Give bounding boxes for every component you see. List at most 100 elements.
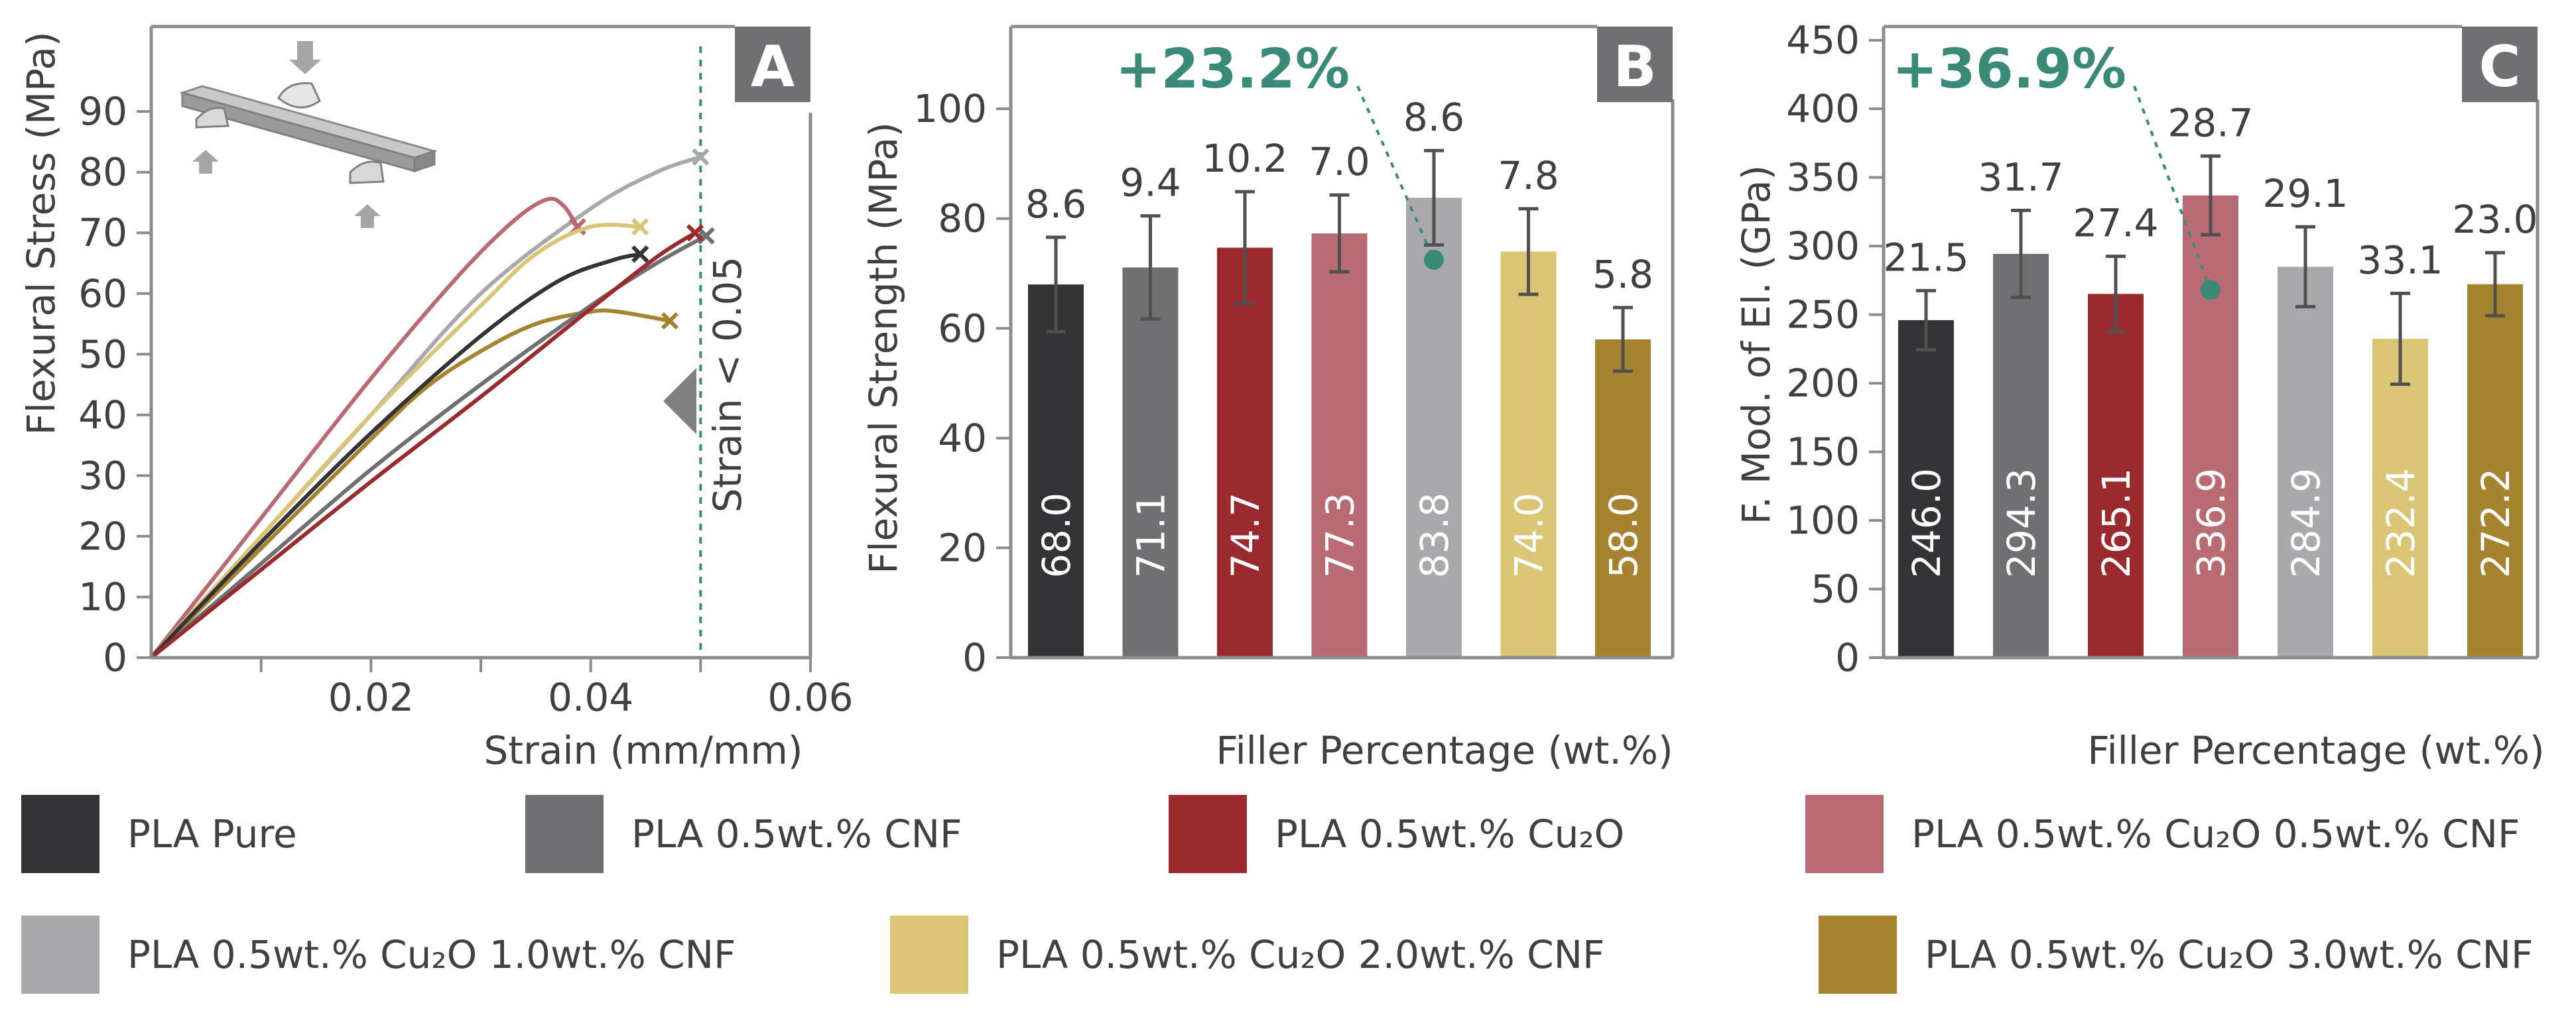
fracture-marker-pla-0-5wt-cu2o-3-0wt-cnf bbox=[661, 312, 679, 330]
curve-pla-0-5wt-cnf bbox=[150, 234, 708, 660]
panel-a-y-tick-label: 40 bbox=[78, 392, 127, 438]
fracture-marker-pla-0-5wt-cu2o-1-0wt-cnf bbox=[692, 148, 710, 166]
panel-c-plot: 21.5 246.0 31.7 294.3 27.4 265.1 28.7 336.9 29.1… bbox=[1883, 38, 2538, 658]
bar-value-label-pla-pure: 68.0 bbox=[1034, 493, 1079, 578]
panel-a-y-tick-label: 0 bbox=[103, 635, 127, 680]
legend-swatch bbox=[525, 795, 604, 873]
error-label-pla-0-5wt-cu2o-3-0wt-cnf: 23.0 bbox=[2452, 197, 2538, 242]
panel-c-y-tick-label: 50 bbox=[1811, 567, 1860, 612]
panel-a-y-tick-label: 20 bbox=[78, 514, 127, 559]
bar-pla-pure bbox=[1898, 320, 1954, 658]
legend: PLA Pure PLA 0.5wt.% CNF PLA 0.5wt.% Cu₂… bbox=[0, 776, 2576, 1013]
bar-pla-0-5wt-cu2o bbox=[2088, 294, 2144, 658]
panel-b-y-tick-label: 80 bbox=[938, 196, 987, 241]
legend-item-pla-cnf: PLA 0.5wt.% CNF bbox=[525, 794, 962, 874]
error-label-pla-0-5wt-cnf: 9.4 bbox=[1120, 160, 1181, 206]
error-label-pla-0-5wt-cu2o-3-0wt-cnf: 5.8 bbox=[1592, 252, 1653, 297]
bar-pla-0-5wt-cu2o-0-5wt-cnf bbox=[1311, 233, 1368, 658]
fracture-marker-pla-0-5wt-cu2o-2-0wt-cnf bbox=[631, 217, 649, 236]
panel-b-x-axis-title: Filler Percentage (wt.%) bbox=[1216, 728, 1673, 773]
panel-b-ticks: 0 20 40 60 80 100 bbox=[913, 86, 1011, 680]
annotation-leader-line bbox=[2133, 86, 2212, 291]
panel-b-bar-chart: 0 20 40 60 80 100 8.6 68.0 9.4 71.1 10.2 74.7 7.0 77… bbox=[861, 25, 1675, 773]
panel-c-y-tick-label: 350 bbox=[1786, 155, 1860, 200]
fracture-marker-pla-pure bbox=[631, 245, 649, 263]
annotation-percent-increase: +36.9% bbox=[1892, 38, 2126, 101]
panel-a-y-tick-label: 70 bbox=[78, 210, 127, 255]
error-label-pla-0-5wt-cnf: 31.7 bbox=[1978, 154, 2063, 200]
panel-c-badge bbox=[2462, 27, 2538, 102]
bar-value-label-pla-0-5wt-cu2o-3-0wt-cnf: 58.0 bbox=[1601, 493, 1646, 578]
panel-c-y-tick-label: 300 bbox=[1786, 223, 1860, 268]
panel-c-bar-chart: 0 50 100 150 200 250 300 350 400 450 21.5 246.0 31.… bbox=[1734, 18, 2545, 773]
panel-c-y-tick-label: 250 bbox=[1786, 292, 1860, 337]
panel-a-y-tick-label: 90 bbox=[78, 89, 127, 134]
annotation-percent-increase: +23.2% bbox=[1116, 38, 1350, 101]
panel-b-y-tick-label: 20 bbox=[938, 525, 987, 570]
panel-a-badge-letter: A bbox=[751, 34, 795, 100]
bar-value-label-pla-0-5wt-cu2o: 74.7 bbox=[1223, 493, 1268, 578]
panel-a-y-tick-label: 80 bbox=[78, 150, 127, 195]
bar-value-label-pla-0-5wt-cnf: 71.1 bbox=[1129, 493, 1174, 578]
legend-label: PLA 0.5wt.% CNF bbox=[631, 811, 962, 857]
legend-item-pla-cu2o-2-0-cnf: PLA 0.5wt.% Cu₂O 2.0wt.% CNF bbox=[890, 915, 1604, 994]
bar-pla-0-5wt-cu2o-2-0wt-cnf bbox=[2372, 339, 2428, 658]
panel-c-y-tick-label: 450 bbox=[1786, 18, 1860, 63]
curve-pla-0-5wt-cu2o bbox=[150, 231, 696, 660]
panel-c-y-tick-label: 0 bbox=[1835, 635, 1860, 680]
legend-swatch bbox=[21, 916, 99, 994]
three-point-bending-icon bbox=[178, 41, 438, 228]
annotation-leader-line bbox=[1356, 86, 1435, 261]
legend-label: PLA 0.5wt.% Cu₂O 0.5wt.% CNF bbox=[1911, 811, 2520, 857]
panel-c-badge-letter: C bbox=[2479, 34, 2520, 100]
panel-a-y-tick-label: 30 bbox=[78, 453, 127, 498]
bar-value-label-pla-0-5wt-cu2o-2-0wt-cnf: 232.4 bbox=[2378, 468, 2423, 578]
bar-value-label-pla-0-5wt-cu2o-2-0wt-cnf: 74.0 bbox=[1507, 493, 1552, 578]
legend-item-pla-pure: PLA Pure bbox=[21, 794, 297, 874]
panel-a-y-tick-label: 10 bbox=[78, 574, 127, 619]
panel-a-y-tick-label: 60 bbox=[78, 271, 127, 316]
legend-swatch bbox=[890, 916, 968, 994]
error-label-pla-0-5wt-cu2o-2-0wt-cnf: 7.8 bbox=[1498, 153, 1559, 198]
panel-c-x-axis-title: Filler Percentage (wt.%) bbox=[2087, 728, 2544, 773]
error-label-pla-0-5wt-cu2o-1-0wt-cnf: 8.6 bbox=[1403, 95, 1464, 140]
panel-b-y-axis-title: Flexural Strength (MPa) bbox=[861, 122, 906, 574]
legend-label: PLA Pure bbox=[127, 811, 297, 857]
legend-item-pla-cu2o: PLA 0.5wt.% Cu₂O bbox=[1169, 794, 1624, 874]
panel-a-x-tick-label: 0.04 bbox=[548, 675, 633, 720]
bar-value-label-pla-0-5wt-cu2o-1-0wt-cnf: 83.8 bbox=[1412, 493, 1457, 578]
threshold-pointer-marker bbox=[663, 368, 696, 434]
error-label-pla-0-5wt-cu2o-0-5wt-cnf: 7.0 bbox=[1309, 139, 1370, 184]
panel-a-threshold-label: Strain < 0.05 bbox=[705, 257, 750, 512]
legend-label: PLA 0.5wt.% Cu₂O bbox=[1275, 811, 1625, 857]
legend-swatch bbox=[1819, 916, 1897, 994]
panel-b-y-tick-label: 40 bbox=[938, 416, 987, 461]
legend-swatch bbox=[1805, 795, 1884, 873]
panel-a-x-tick-label: 0.06 bbox=[767, 675, 853, 720]
error-label-pla-0-5wt-cu2o: 10.2 bbox=[1202, 136, 1287, 181]
legend-item-pla-cu2o-1-0-cnf: PLA 0.5wt.% Cu₂O 1.0wt.% CNF bbox=[21, 915, 736, 994]
legend-label: PLA 0.5wt.% Cu₂O 1.0wt.% CNF bbox=[127, 932, 736, 977]
error-label-pla-0-5wt-cu2o: 27.4 bbox=[2073, 201, 2158, 246]
bar-value-label-pla-0-5wt-cu2o-0-5wt-cnf: 77.3 bbox=[1318, 493, 1363, 578]
panel-a-ticks: 0 10 20 30 40 50 60 70 80 90 0.02 0.04 0.06 bbox=[78, 89, 853, 720]
curve-pla-0-5wt-cu2o-2-0wt-cnf bbox=[149, 223, 641, 660]
curve-pla-0-5wt-cu2o-1-0wt-cnf bbox=[149, 154, 702, 660]
bar-value-label-pla-pure: 246.0 bbox=[1904, 468, 1949, 578]
legend-item-pla-cu2o-0-5-cnf: PLA 0.5wt.% Cu₂O 0.5wt.% CNF bbox=[1805, 794, 2520, 874]
bar-pla-0-5wt-cu2o bbox=[1217, 247, 1273, 658]
legend-swatch bbox=[1169, 795, 1247, 873]
error-label-pla-0-5wt-cu2o-2-0wt-cnf: 33.1 bbox=[2357, 238, 2443, 283]
bar-pla-0-5wt-cu2o-3-0wt-cnf bbox=[2467, 284, 2523, 658]
legend-swatch bbox=[21, 795, 99, 873]
panel-b-plot: 8.6 68.0 9.4 71.1 10.2 74.7 7.0 77.3 8.6 83.8 7.8 7… bbox=[1025, 38, 1653, 658]
panel-c-y-tick-label: 100 bbox=[1786, 498, 1860, 543]
bar-pla-0-5wt-cu2o-2-0wt-cnf bbox=[1500, 251, 1557, 658]
fracture-marker-pla-0-5wt-cu2o bbox=[686, 224, 704, 242]
bar-value-label-pla-0-5wt-cnf: 294.3 bbox=[1999, 468, 2044, 578]
curve-pla-0-5wt-cu2o-3-0wt-cnf bbox=[149, 308, 671, 660]
panel-b-y-tick-label: 60 bbox=[938, 306, 987, 351]
annotation-marker bbox=[1424, 249, 1444, 270]
bar-pla-0-5wt-cu2o-3-0wt-cnf bbox=[1595, 339, 1651, 658]
bar-value-label-pla-0-5wt-cu2o-3-0wt-cnf: 272.2 bbox=[2473, 468, 2518, 578]
